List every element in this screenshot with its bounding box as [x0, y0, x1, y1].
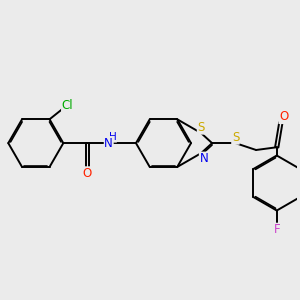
Text: S: S: [197, 121, 205, 134]
Text: N: N: [104, 136, 113, 150]
Text: Cl: Cl: [61, 99, 73, 112]
Text: S: S: [232, 131, 239, 144]
Text: H: H: [109, 132, 116, 142]
Text: O: O: [82, 167, 92, 180]
Text: F: F: [273, 223, 280, 236]
Text: O: O: [279, 110, 288, 124]
Text: N: N: [200, 152, 208, 165]
